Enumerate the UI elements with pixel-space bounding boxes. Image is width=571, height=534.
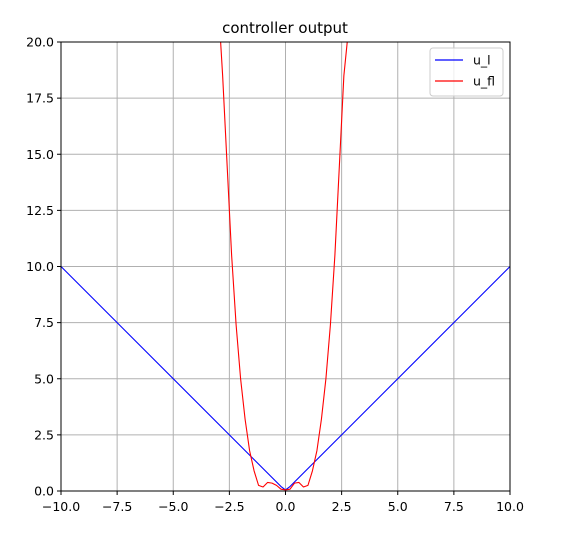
series-group [61, 42, 510, 491]
grid [60, 41, 511, 492]
x-tick-label: 2.5 [332, 499, 352, 514]
legend-label: u_fl [473, 74, 495, 89]
legend-label: u_l [473, 53, 491, 68]
x-tick-label: 0.0 [276, 499, 296, 514]
legend: u_l u_fl [429, 47, 504, 97]
y-tick-label: 7.5 [34, 315, 54, 330]
y-tick-label: 5.0 [34, 371, 54, 386]
y-tick-label: 15.0 [26, 147, 54, 162]
y-tick-label: 0.0 [34, 484, 54, 499]
y-tick-label: 10.0 [26, 259, 54, 274]
axis-ticks: −10.0 −7.5 −5.0 −2.5 0.0 2.5 5.0 7.5 10.0 0.0 2.5 5… [26, 35, 524, 515]
legend-box [429, 47, 504, 97]
x-tick-label: 7.5 [444, 499, 464, 514]
y-tick-label: 2.5 [34, 427, 54, 442]
series-line-u-fl [220, 42, 348, 491]
x-tick-label: −7.5 [102, 499, 132, 514]
chart-title: controller output [222, 19, 348, 37]
y-tick-label: 12.5 [26, 203, 54, 218]
x-tick-label: −5.0 [158, 499, 188, 514]
x-tick-label: 5.0 [388, 499, 408, 514]
y-tick-label: 17.5 [26, 91, 54, 106]
y-tick-label: 20.0 [26, 35, 54, 50]
x-tick-label: 10.0 [496, 499, 524, 514]
x-tick-label: −2.5 [214, 499, 244, 514]
x-tick-label: −10.0 [42, 499, 80, 514]
